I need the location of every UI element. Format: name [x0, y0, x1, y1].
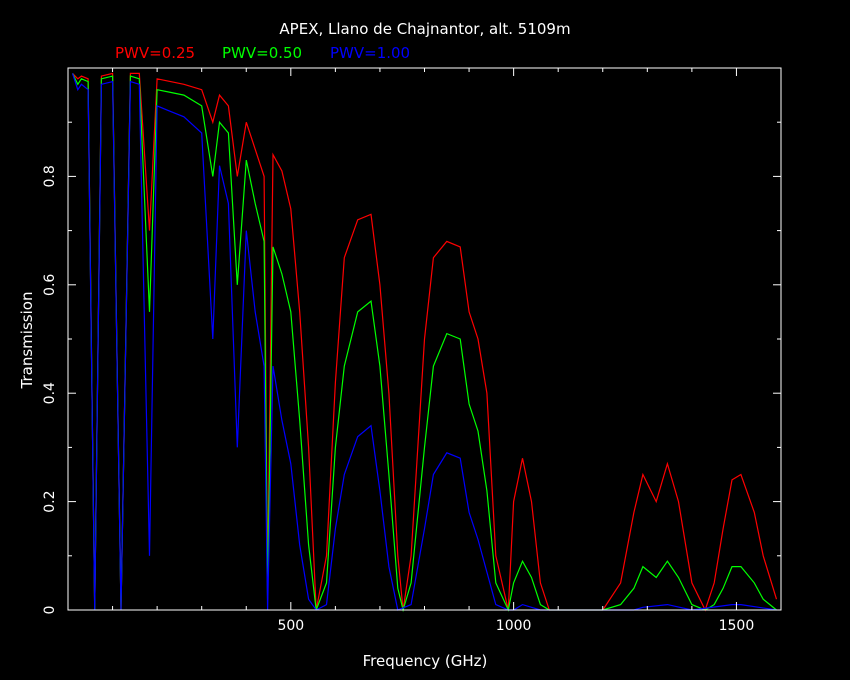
series-layer: [71, 72, 778, 613]
y-tick-label: 0.8: [42, 165, 58, 187]
x-tick-label: 1000: [496, 618, 532, 634]
y-tick-label: 0.6: [42, 274, 58, 296]
y-tick-label: 0: [42, 606, 58, 615]
x-tick-label: 500: [277, 618, 304, 634]
legend-entry-2: PWV=0.50: [222, 44, 302, 62]
x-tick-label: 1500: [719, 618, 755, 634]
series-line-1: [72, 72, 778, 612]
legend-entry-1: PWV=0.25: [115, 44, 195, 62]
series-line-3: [71, 73, 777, 611]
x-axis-label: Frequency (GHz): [363, 652, 488, 670]
chart-title: APEX, Llano de Chajnantor, alt. 5109m: [279, 20, 570, 38]
legend-entry-3: PWV=1.00: [330, 44, 410, 62]
series-line-2: [71, 73, 777, 613]
y-tick-label: 0.4: [42, 382, 58, 404]
plot-area: 500 1000 1500 0 0.2 0.4 0.6 0.8: [42, 67, 782, 634]
legend: PWV=0.25 PWV=0.50 PWV=1.00: [115, 44, 410, 62]
ticks-layer: 500 1000 1500 0 0.2 0.4 0.6 0.8: [42, 68, 781, 634]
y-tick-label: 0.2: [42, 490, 58, 512]
y-axis-label: Transmission: [18, 292, 36, 390]
